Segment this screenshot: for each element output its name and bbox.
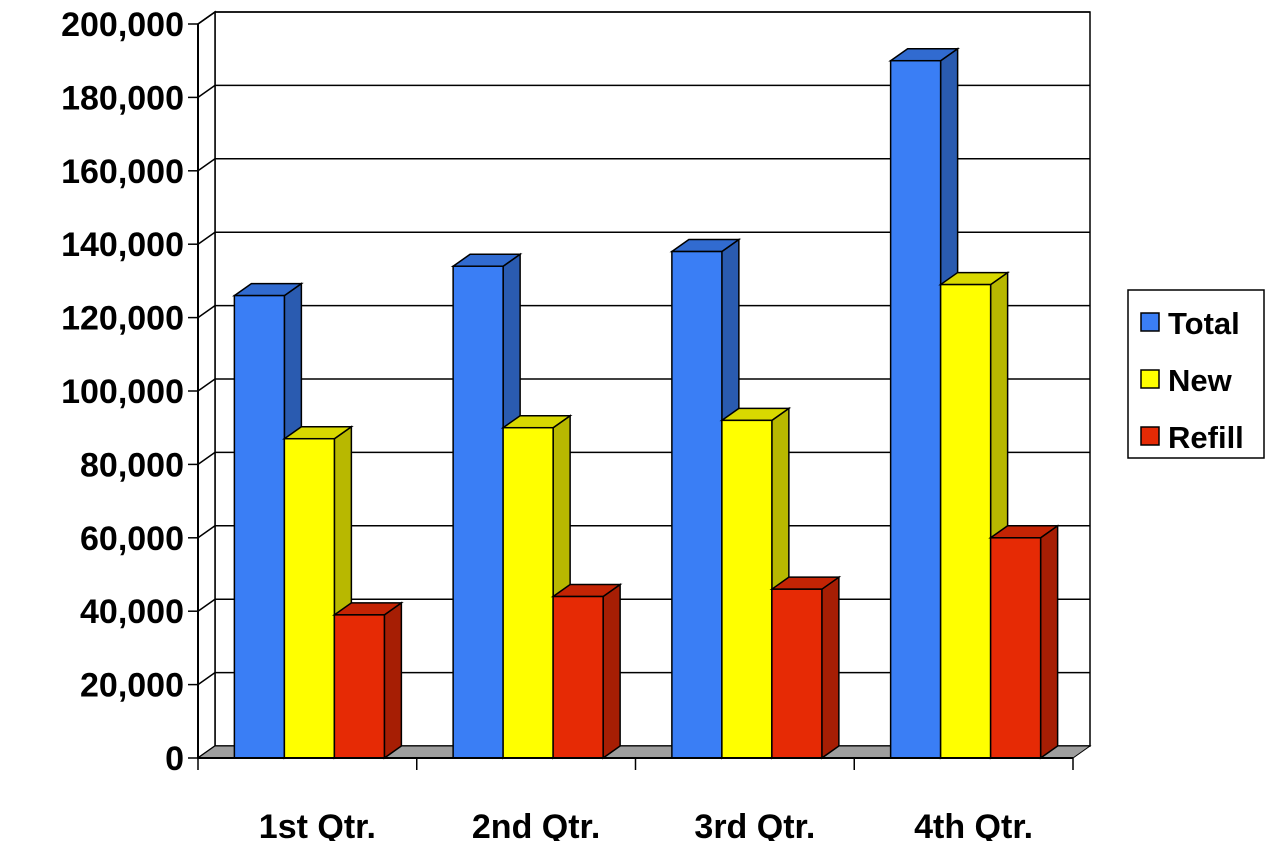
bar-refill-4 bbox=[988, 524, 1060, 760]
legend: Total New Refill bbox=[1127, 289, 1265, 459]
bar-front bbox=[771, 588, 823, 759]
gridline-side bbox=[197, 84, 216, 99]
bar-front bbox=[889, 59, 942, 759]
x-category-label: 3rd Qtr. bbox=[694, 808, 815, 841]
bar-front bbox=[283, 437, 336, 759]
bar-front bbox=[552, 595, 604, 759]
bar-side bbox=[821, 575, 840, 760]
y-tick-label: 140,000 bbox=[61, 226, 184, 264]
x-axis-category-labels: 1st Qtr. 2nd Qtr. 3rd Qtr. 4th Qtr. bbox=[259, 808, 1033, 841]
bar-refill-1 bbox=[332, 601, 404, 760]
y-tick-label: 60,000 bbox=[80, 520, 184, 558]
y-tick-label: 80,000 bbox=[80, 446, 184, 484]
legend-swatch bbox=[1140, 426, 1160, 446]
legend-swatch bbox=[1140, 312, 1160, 332]
bar-side bbox=[602, 583, 621, 760]
legend-label: Refill bbox=[1168, 420, 1244, 455]
legend-label: New bbox=[1168, 363, 1233, 398]
bar-refill-2 bbox=[550, 583, 623, 760]
legend-item-refill: Refill bbox=[1140, 420, 1244, 455]
gridline-side bbox=[197, 304, 216, 319]
gridline-side bbox=[197, 11, 216, 25]
y-tick-label: 200,000 bbox=[61, 6, 184, 44]
bar-front bbox=[452, 265, 504, 759]
bar-refill-3 bbox=[769, 575, 842, 760]
gridline-side bbox=[197, 158, 216, 172]
bar-front bbox=[333, 614, 386, 759]
bar-side bbox=[1039, 524, 1059, 760]
bar-total-1 bbox=[232, 282, 304, 760]
bar-side bbox=[383, 601, 403, 760]
y-tick-label: 20,000 bbox=[80, 667, 184, 705]
legend-item-new: New bbox=[1140, 363, 1233, 398]
y-tick-label: 0 bbox=[165, 740, 184, 778]
bar-front bbox=[233, 294, 286, 759]
y-tick-label: 180,000 bbox=[61, 79, 184, 117]
y-tick-label: 120,000 bbox=[61, 300, 184, 338]
y-tick-label: 40,000 bbox=[80, 593, 184, 631]
x-category-label: 4th Qtr. bbox=[914, 808, 1033, 841]
bar-front bbox=[989, 537, 1042, 759]
y-tick-label: 160,000 bbox=[61, 153, 184, 191]
bar-front bbox=[671, 250, 723, 759]
gridline-side bbox=[197, 451, 216, 466]
bar-front bbox=[502, 426, 554, 759]
gridline-side bbox=[197, 598, 216, 612]
axes bbox=[188, 23, 1074, 770]
legend-label: Total bbox=[1168, 306, 1240, 341]
gridline-side bbox=[197, 231, 216, 245]
y-axis-tick-labels: 0 20,000 40,000 60,000 80,000 100,000 120,000 1… bbox=[61, 6, 184, 778]
x-category-label: 1st Qtr. bbox=[259, 808, 376, 841]
gridline-side bbox=[197, 378, 216, 392]
legend-swatch bbox=[1140, 369, 1160, 389]
bar-new-1 bbox=[282, 425, 354, 760]
x-category-label: 2nd Qtr. bbox=[472, 808, 600, 841]
legend-item-total: Total bbox=[1140, 306, 1240, 341]
bar-front bbox=[721, 419, 773, 759]
y-tick-label: 100,000 bbox=[61, 373, 184, 411]
gridline-side bbox=[197, 525, 216, 539]
gridline-side bbox=[197, 671, 216, 686]
bar-front bbox=[939, 283, 992, 759]
